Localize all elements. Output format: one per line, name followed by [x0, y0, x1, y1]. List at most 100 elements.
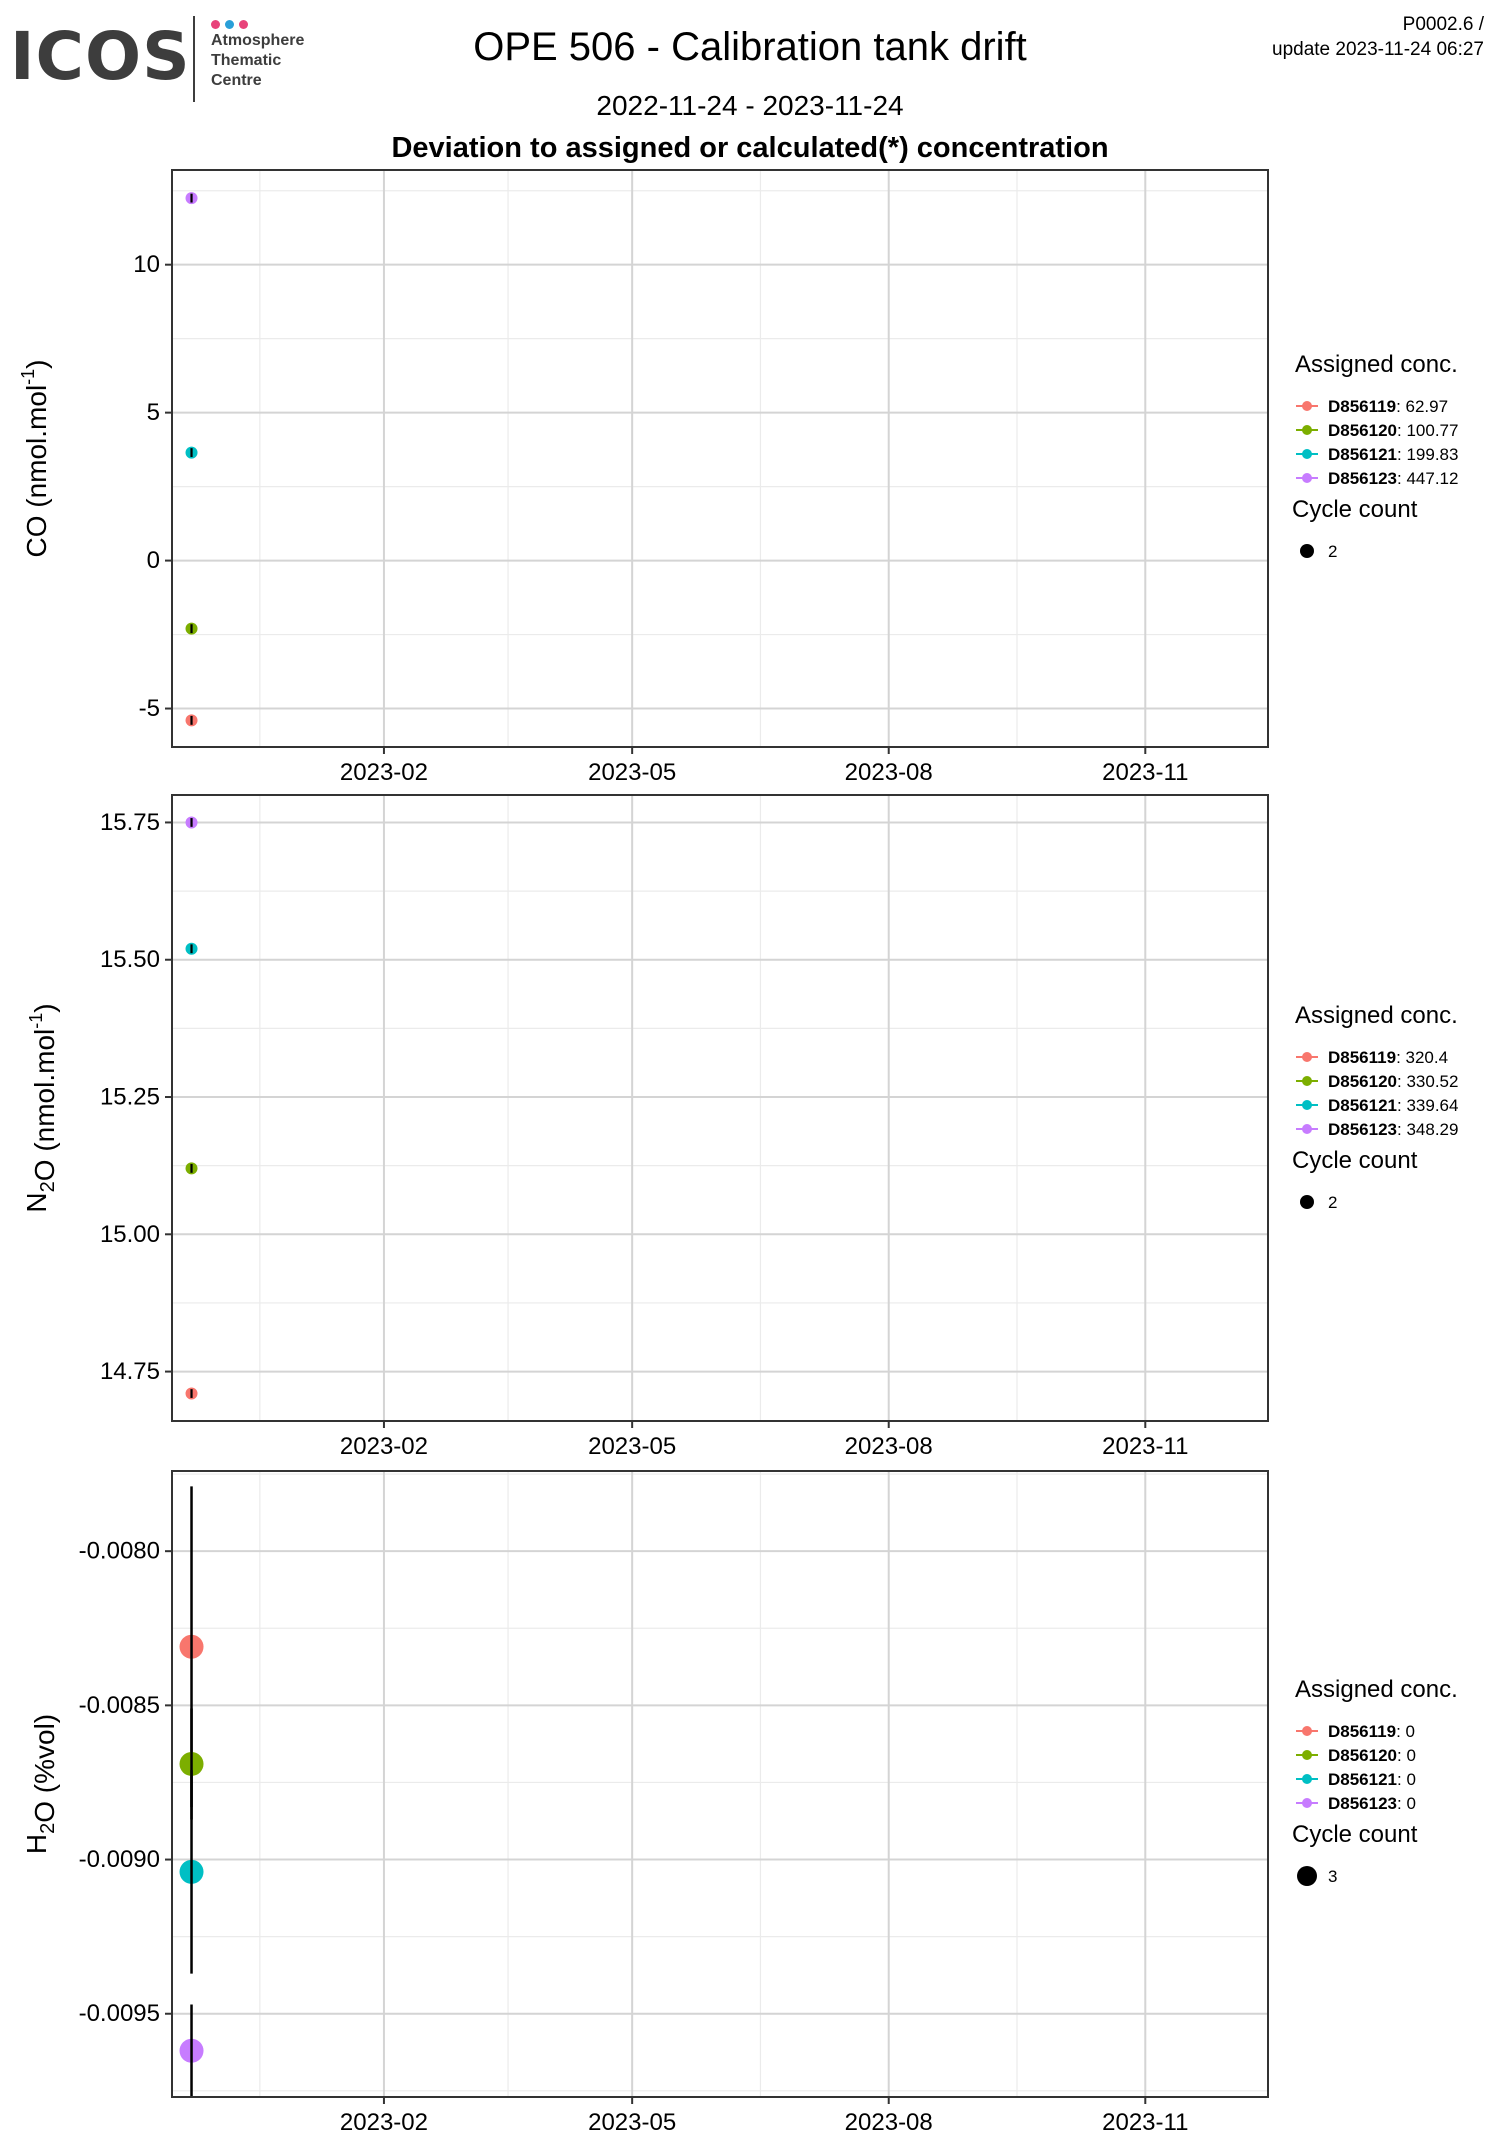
y-axis-label: N2O (nmol.mol-1)	[21, 1003, 60, 1212]
logo-line-3: Centre	[211, 72, 262, 89]
logo-dot	[239, 20, 248, 29]
legend-item-D856119: D856119: 62.97	[1328, 397, 1448, 416]
y-axis-label-part: -1	[26, 1013, 46, 1029]
legend-item-value: : 0	[1397, 1770, 1416, 1789]
legend-item-name: D856120	[1328, 1746, 1397, 1765]
chart-subtitle: Deviation to assigned or calculated(*) c…	[391, 132, 1109, 164]
legend-key-D856123	[1302, 1798, 1312, 1808]
chart-panel-3: -0.0095 -0.0090 -0.0085 -0.0080 2023-02 2023-…	[21, 1470, 1458, 2136]
y-tick-label: 0	[147, 547, 160, 574]
plot-background	[172, 795, 1268, 1421]
legend-key-D856120	[1302, 1750, 1312, 1760]
y-axis-label-part: O (nmol.mol	[29, 1029, 60, 1181]
legend-item-D856123: D856123: 348.29	[1328, 1120, 1458, 1139]
x-tick-label: 2023-05	[588, 759, 676, 786]
x-tick-label: 2023-08	[845, 2109, 933, 2136]
legend-item-value: : 320.4	[1396, 1048, 1448, 1067]
legend-item-D856120: D856120: 330.52	[1328, 1072, 1458, 1091]
legend-item-D856121: D856121: 0	[1328, 1770, 1416, 1789]
y-tick-label: 15.00	[100, 1221, 160, 1248]
legend-key-D856121	[1302, 1774, 1312, 1784]
size-legend-key	[1297, 1866, 1317, 1886]
y-axis-label-part: -1	[18, 369, 38, 385]
size-legend-key	[1300, 1195, 1314, 1209]
size-legend-key	[1300, 544, 1314, 558]
legend-item-value: : 330.52	[1397, 1072, 1458, 1091]
logo-wordmark: ICOS	[10, 18, 191, 95]
legend-key-D856121	[1302, 1100, 1312, 1110]
legend-item-name: D856121	[1328, 1770, 1397, 1789]
legend-item-name: D856120	[1328, 421, 1397, 440]
legend-title: Assigned conc.	[1295, 351, 1458, 378]
size-legend-value: 3	[1328, 1867, 1337, 1886]
plot-background	[172, 170, 1268, 747]
legend-item-value: : 348.29	[1397, 1120, 1458, 1139]
plot-background	[172, 1471, 1268, 2097]
legend-item-value: : 199.83	[1397, 445, 1458, 464]
legend-item-name: D856120	[1328, 1072, 1397, 1091]
x-tick-label: 2023-02	[340, 759, 428, 786]
size-legend-title: Cycle count	[1292, 496, 1418, 523]
y-axis-label: CO (nmol.mol-1)	[18, 359, 52, 557]
legend-item-name: D856119	[1328, 1048, 1396, 1067]
x-tick-label: 2023-08	[845, 759, 933, 786]
y-tick-label: -0.0080	[79, 1538, 160, 1565]
y-tick-label: 5	[147, 399, 160, 426]
y-tick-label: -0.0095	[79, 2000, 160, 2027]
version-info: P0002.6 / update 2023-11-24 06:27	[1272, 12, 1484, 62]
y-axis-label: H2O (%vol)	[21, 1714, 60, 1854]
logo-dots	[211, 16, 253, 29]
y-axis-label-part: N	[21, 1192, 52, 1212]
plot-border	[171, 169, 1269, 748]
legend-item-value: : 339.64	[1397, 1096, 1458, 1115]
legend-item-value: : 447.12	[1397, 469, 1458, 488]
y-axis-label-part: )	[21, 359, 52, 368]
legend-item-value: : 0	[1397, 1794, 1416, 1813]
legend-title: Assigned conc.	[1295, 1002, 1458, 1029]
update-timestamp: update 2023-11-24 06:27	[1272, 39, 1484, 60]
legend-item-value: : 62.97	[1396, 397, 1448, 416]
legend-item-name: D856123	[1328, 1120, 1397, 1139]
x-tick-label: 2023-05	[588, 1433, 676, 1460]
legend-item-D856123: D856123: 447.12	[1328, 469, 1458, 488]
y-axis-label-part: )	[29, 1003, 60, 1012]
legend-key-D856119	[1302, 1052, 1312, 1062]
page-title: OPE 506 - Calibration tank drift	[473, 25, 1027, 69]
logo-line-1: Atmosphere	[211, 32, 305, 49]
legend-title: Assigned conc.	[1295, 1676, 1458, 1703]
logo-dot	[225, 20, 234, 29]
size-legend-title: Cycle count	[1292, 1147, 1418, 1174]
plot-border	[171, 1470, 1269, 2098]
legend-item-value: : 100.77	[1397, 421, 1458, 440]
legend-key-D856119	[1302, 401, 1312, 411]
legend-item-name: D856119	[1328, 1722, 1396, 1741]
legend-item-D856120: D856120: 0	[1328, 1746, 1416, 1765]
icos-logo: ICOS Atmosphere Thematic Centre	[10, 16, 330, 106]
legend-item-name: D856123	[1328, 469, 1397, 488]
legend-item-D856121: D856121: 339.64	[1328, 1096, 1458, 1115]
legend-item-name: D856123	[1328, 1794, 1397, 1813]
legend-key-D856120	[1302, 1076, 1312, 1086]
logo-divider	[193, 16, 195, 102]
y-tick-label: 14.75	[100, 1358, 160, 1385]
y-axis-label-part: O (%vol)	[29, 1714, 60, 1823]
legend-key-D856119	[1302, 1726, 1312, 1736]
version-label: P0002.6 /	[1402, 14, 1484, 35]
x-tick-label: 2023-02	[340, 1433, 428, 1460]
x-tick-label: 2023-11	[1102, 1433, 1188, 1460]
x-tick-label: 2023-11	[1102, 2109, 1188, 2136]
legend-item-name: D856119	[1328, 397, 1396, 416]
plot-border	[171, 794, 1269, 1422]
x-tick-label: 2023-02	[340, 2109, 428, 2136]
y-tick-label: -5	[139, 695, 160, 722]
legend-item-name: D856121	[1328, 1096, 1397, 1115]
legend-item-D856119: D856119: 320.4	[1328, 1048, 1448, 1067]
y-tick-label: 15.50	[100, 946, 160, 973]
y-axis-label-part: CO (nmol.mol	[21, 385, 52, 558]
logo-dot	[211, 20, 220, 29]
y-axis-label-part: 2	[37, 1823, 59, 1834]
legend-item-D856123: D856123: 0	[1328, 1794, 1416, 1813]
legend-item-D856121: D856121: 199.83	[1328, 445, 1458, 464]
x-tick-label: 2023-05	[588, 2109, 676, 2136]
legend-key-D856121	[1302, 449, 1312, 459]
